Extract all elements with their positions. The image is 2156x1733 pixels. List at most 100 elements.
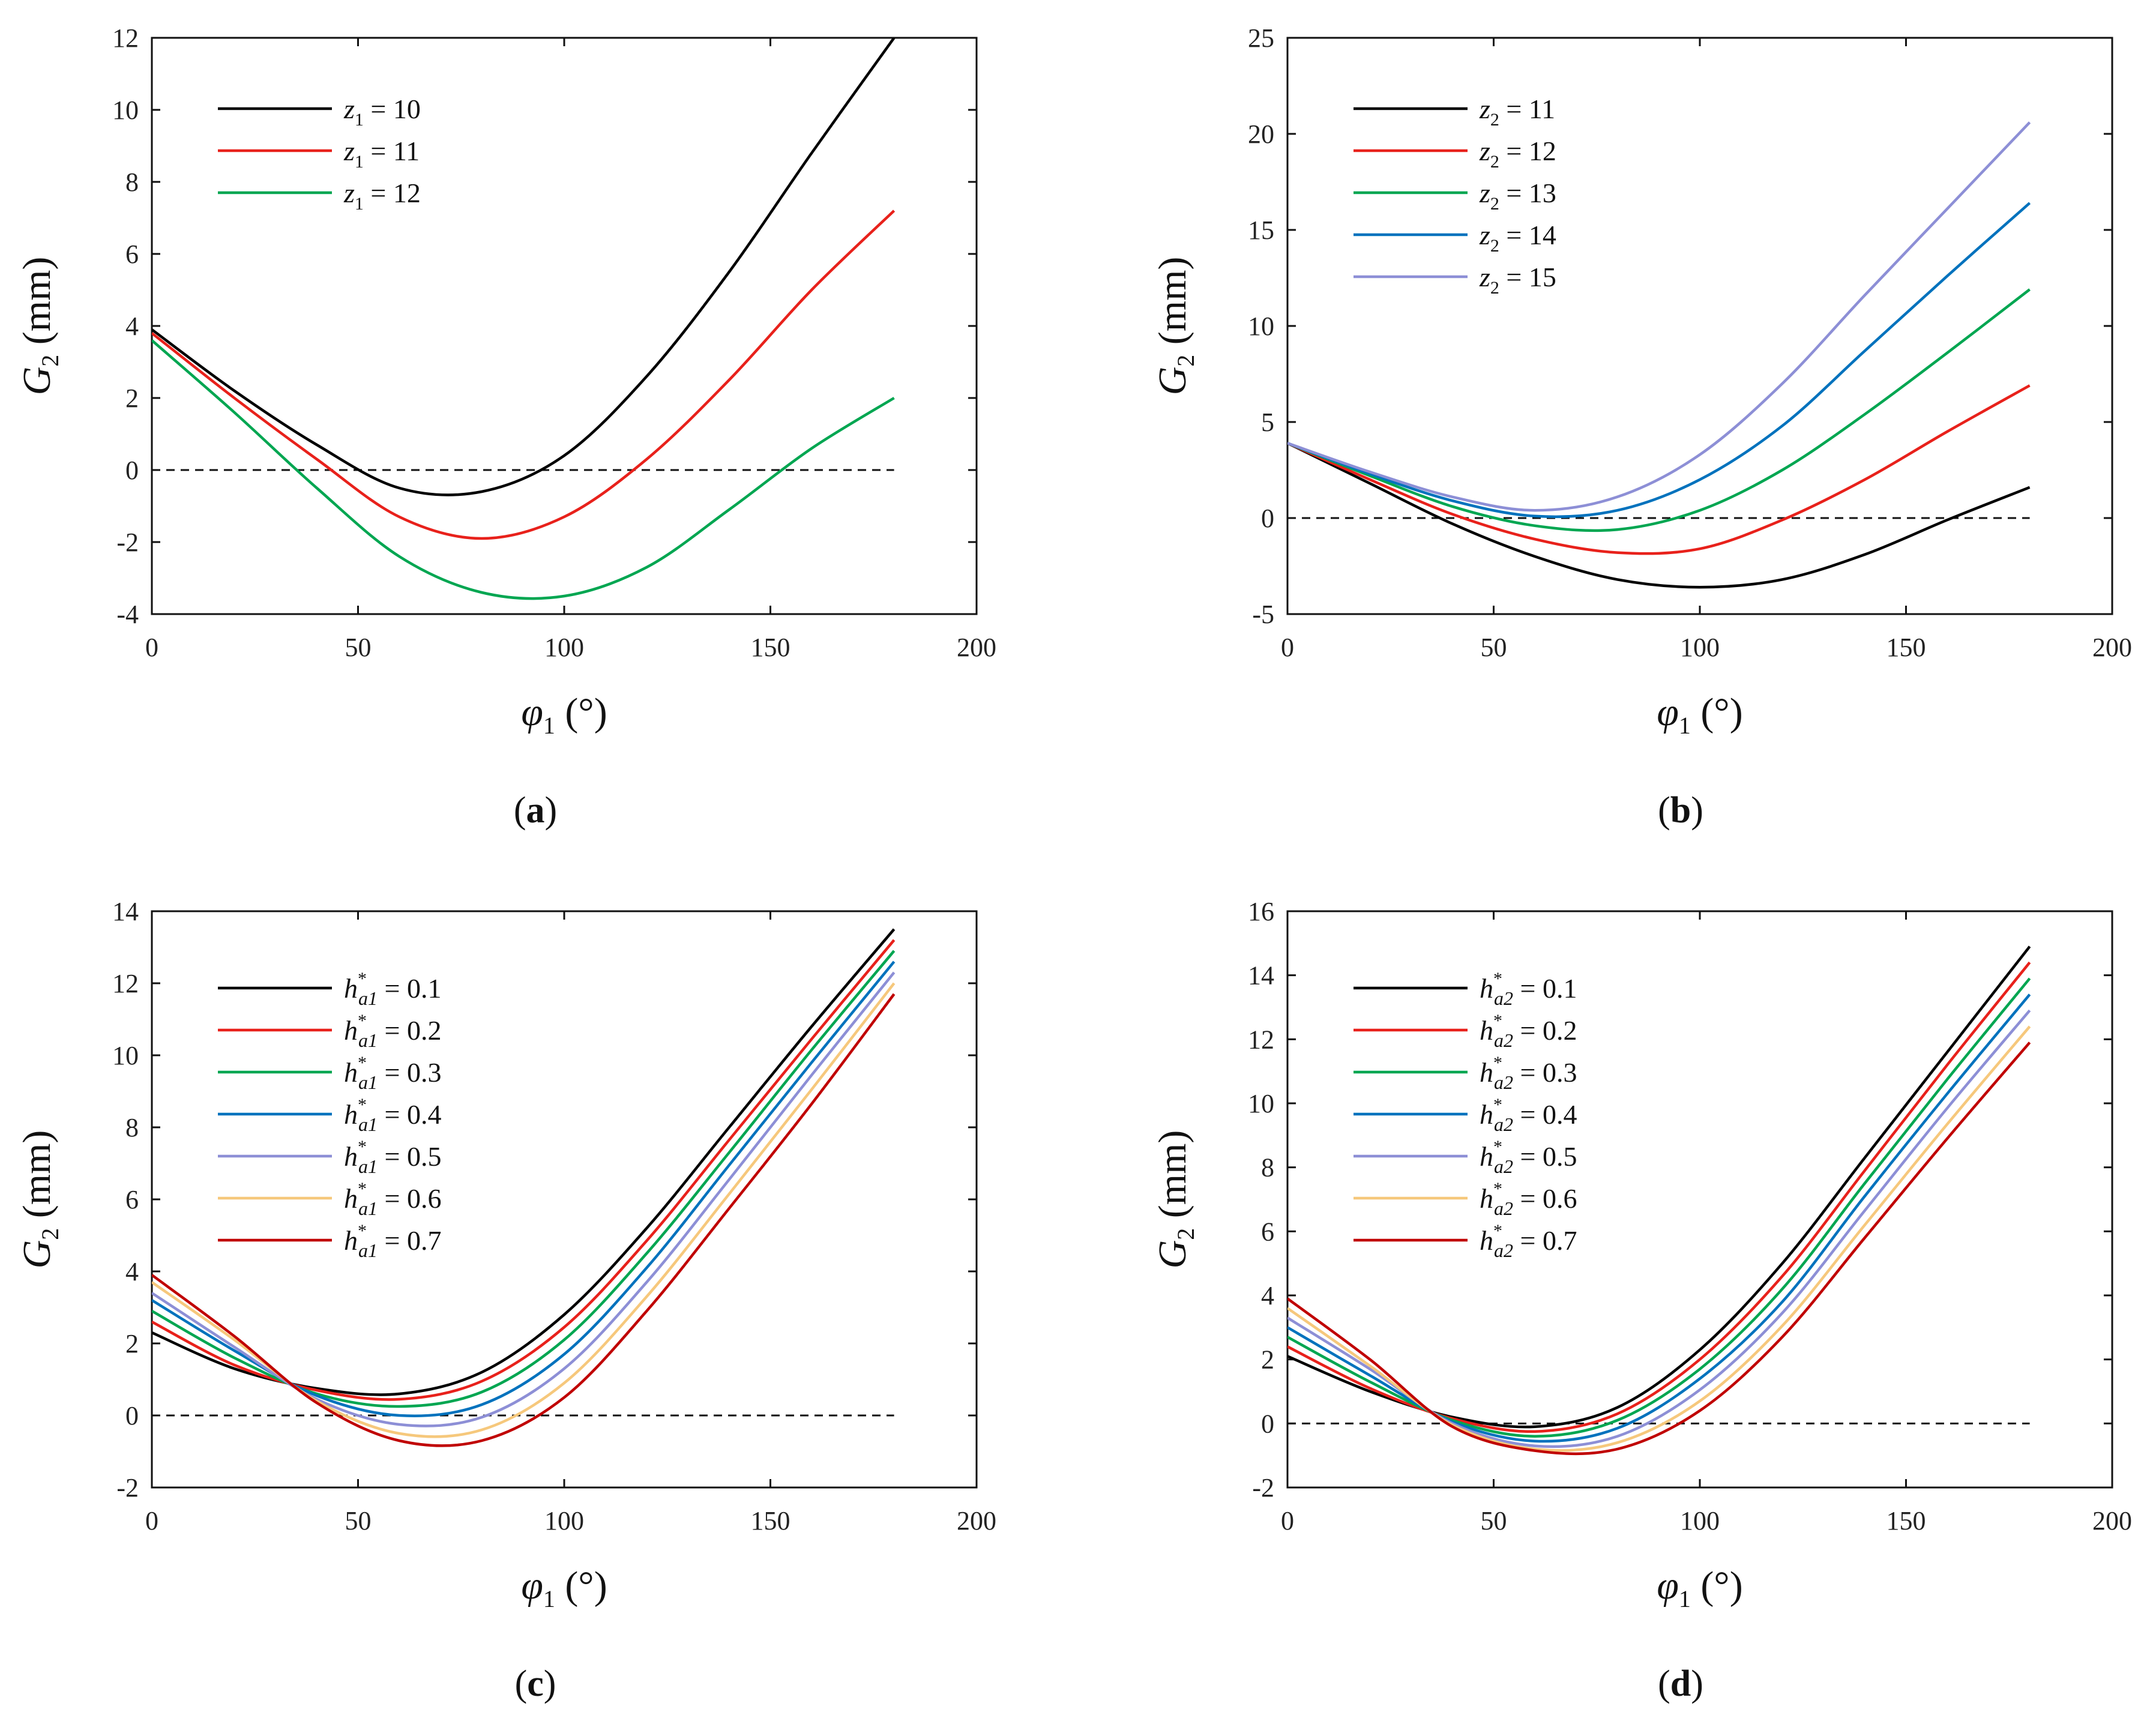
series-line-b-3	[1287, 288, 2031, 532]
x-tick-label: 200	[2092, 1506, 2132, 1536]
y-tick-label: 0	[125, 456, 139, 485]
y-tick-label: 15	[1248, 215, 1274, 245]
legend-entry-label: h* a1 = 0.4	[344, 1095, 441, 1135]
y-tick-label: 0	[1261, 504, 1274, 533]
x-axis-label: φ1 (°)	[1657, 690, 1742, 739]
legend-entry-label: h* a1 = 0.1	[344, 969, 441, 1009]
y-tick-label: 10	[1248, 312, 1274, 341]
x-tick-label: 200	[957, 633, 996, 662]
y-tick-label: 20	[1248, 119, 1274, 149]
legend-entry-label: z1 = 12	[343, 178, 421, 214]
x-tick-label: 200	[2092, 633, 2132, 662]
y-tick-label: 12	[1248, 1025, 1274, 1054]
legend: z2 = 11 z2 = 12 z2 = 13 z2 = 14 z2 = 15	[1354, 94, 1556, 298]
y-tick-label: 14	[1248, 961, 1274, 990]
y-tick-label: 12	[112, 23, 139, 53]
legend-entry-label: z2 = 12	[1479, 136, 1556, 172]
y-tick-label: 6	[1261, 1217, 1274, 1246]
y-tick-label: 4	[125, 312, 139, 341]
y-tick-label: 14	[112, 897, 139, 926]
legend-entry-label: h* a2 = 0.2	[1480, 1011, 1577, 1051]
legend: h* a2 = 0.1h* a2 = 0.2h* a2 = 0.3h* a2 = 0.4…	[1354, 969, 1577, 1261]
series-line-b-2	[1287, 384, 2031, 555]
y-tick-label: -4	[116, 600, 139, 629]
series-line-d-4	[1287, 993, 2031, 1443]
y-axis-label: G2 (mm)	[15, 1130, 64, 1269]
x-tick-label: 100	[544, 1506, 584, 1536]
series-line-a-3	[152, 339, 895, 600]
legend-entry-label: h* a2 = 0.3	[1480, 1053, 1577, 1093]
y-tick-label: 4	[1261, 1281, 1274, 1310]
series-line-a-1	[152, 38, 896, 496]
y-tick-label: 10	[112, 1041, 139, 1070]
y-tick-label: 10	[1248, 1089, 1274, 1118]
x-tick-label: 150	[751, 633, 790, 662]
y-tick-label: 12	[112, 969, 139, 998]
legend-entry-label: h* a1 = 0.2	[344, 1011, 441, 1051]
y-tick-label: -2	[1252, 1473, 1274, 1502]
y-tick-label: 4	[125, 1257, 139, 1286]
legend: h* a1 = 0.1h* a1 = 0.2h* a1 = 0.3h* a1 = 0.4…	[218, 969, 441, 1261]
x-tick-label: 0	[1281, 633, 1294, 662]
y-axis-label: G2 (mm)	[1151, 257, 1199, 396]
x-axis-label: φ1 (°)	[1657, 1564, 1742, 1612]
x-tick-label: 50	[345, 633, 372, 662]
x-tick-label: 0	[145, 1506, 158, 1536]
y-tick-label: 6	[125, 240, 139, 269]
legend-entry-label: h* a2 = 0.5	[1480, 1137, 1577, 1177]
panel-caption: (c)	[515, 1663, 556, 1704]
legend-entry-label: h* a1 = 0.7	[344, 1221, 441, 1261]
x-axis-label: φ1 (°)	[521, 1564, 607, 1612]
x-tick-label: 150	[1886, 1506, 1926, 1536]
legend-entry-label: z1 = 11	[343, 136, 420, 172]
legend: z1 = 10 z1 = 11 z1 = 12	[218, 94, 421, 214]
x-tick-label: 0	[1281, 1506, 1294, 1536]
series-line-c-7	[152, 993, 896, 1447]
legend-entry-label: h* a1 = 0.5	[344, 1137, 441, 1177]
x-tick-label: 150	[751, 1506, 790, 1536]
series-line-c-3	[152, 950, 896, 1408]
series-line-d-2	[1287, 961, 2031, 1433]
y-tick-label: 25	[1248, 23, 1274, 53]
y-tick-label: 16	[1248, 897, 1274, 926]
y-tick-label: 2	[125, 1329, 139, 1358]
legend-entry-label: z2 = 11	[1479, 94, 1555, 130]
x-axis-label: φ1 (°)	[521, 690, 607, 739]
series-line-a-2	[152, 209, 896, 540]
legend-entry-label: z2 = 13	[1479, 178, 1556, 214]
series-line-b-5	[1287, 121, 2031, 512]
panel-caption: (b)	[1658, 790, 1703, 831]
x-tick-label: 100	[544, 633, 584, 662]
y-tick-label: -2	[116, 1473, 139, 1502]
series-line-d-7	[1287, 1041, 2031, 1456]
x-tick-label: 50	[1481, 633, 1507, 662]
legend-entry-label: h* a2 = 0.1	[1480, 969, 1577, 1009]
legend-entry-label: z2 = 14	[1479, 220, 1556, 256]
y-tick-label: 10	[112, 95, 139, 125]
x-tick-label: 150	[1886, 633, 1926, 662]
series-line-c-5	[152, 971, 896, 1427]
legend-entry-label: h* a2 = 0.6	[1480, 1179, 1577, 1219]
y-tick-label: 0	[1261, 1409, 1274, 1438]
series-line-b-4	[1287, 202, 2031, 519]
y-tick-label: 2	[1261, 1345, 1274, 1375]
y-tick-label: 8	[1261, 1153, 1274, 1183]
y-axis-label: G2 (mm)	[15, 257, 64, 396]
x-tick-label: 50	[345, 1506, 372, 1536]
legend-entry-label: h* a1 = 0.3	[344, 1053, 441, 1093]
series-line-d-3	[1287, 977, 2031, 1438]
y-tick-label: 2	[125, 384, 139, 413]
x-tick-label: 100	[1680, 1506, 1720, 1536]
legend-entry-label: h* a2 = 0.7	[1480, 1221, 1577, 1261]
legend-entry-label: h* a2 = 0.4	[1480, 1095, 1577, 1135]
x-tick-label: 200	[957, 1506, 996, 1536]
legend-entry-label: z1 = 10	[343, 94, 421, 130]
legend-entry-label: z2 = 15	[1479, 262, 1556, 298]
x-tick-label: 100	[1680, 633, 1720, 662]
